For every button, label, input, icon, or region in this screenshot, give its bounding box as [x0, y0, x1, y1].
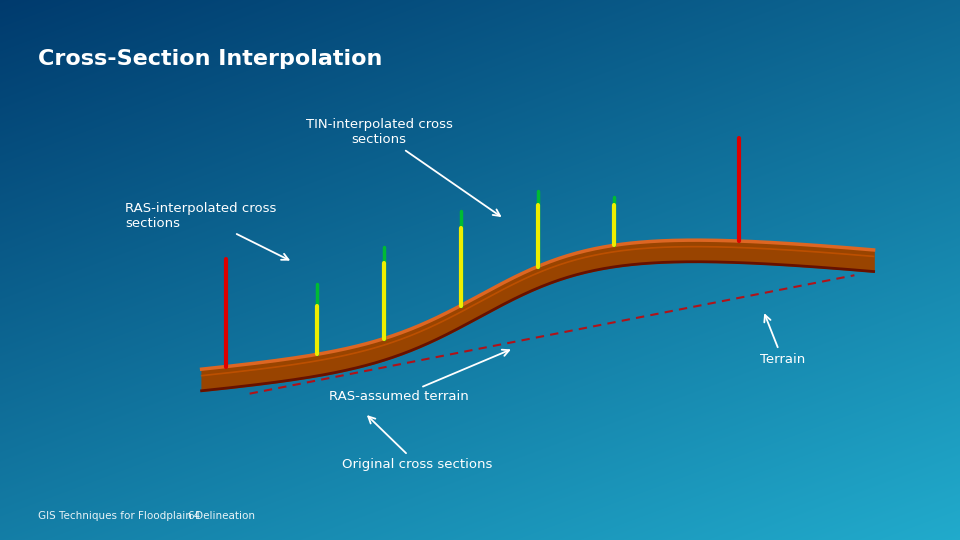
Text: Cross-Section Interpolation: Cross-Section Interpolation: [38, 49, 383, 69]
Text: 64: 64: [187, 511, 201, 521]
Text: RAS-interpolated cross
sections: RAS-interpolated cross sections: [125, 202, 289, 260]
Text: GIS Techniques for Floodplain Delineation: GIS Techniques for Floodplain Delineatio…: [38, 511, 255, 521]
Text: RAS-assumed terrain: RAS-assumed terrain: [328, 350, 509, 403]
Text: Original cross sections: Original cross sections: [343, 416, 492, 471]
Text: TIN-interpolated cross
sections: TIN-interpolated cross sections: [306, 118, 500, 216]
Text: Terrain: Terrain: [759, 315, 805, 366]
